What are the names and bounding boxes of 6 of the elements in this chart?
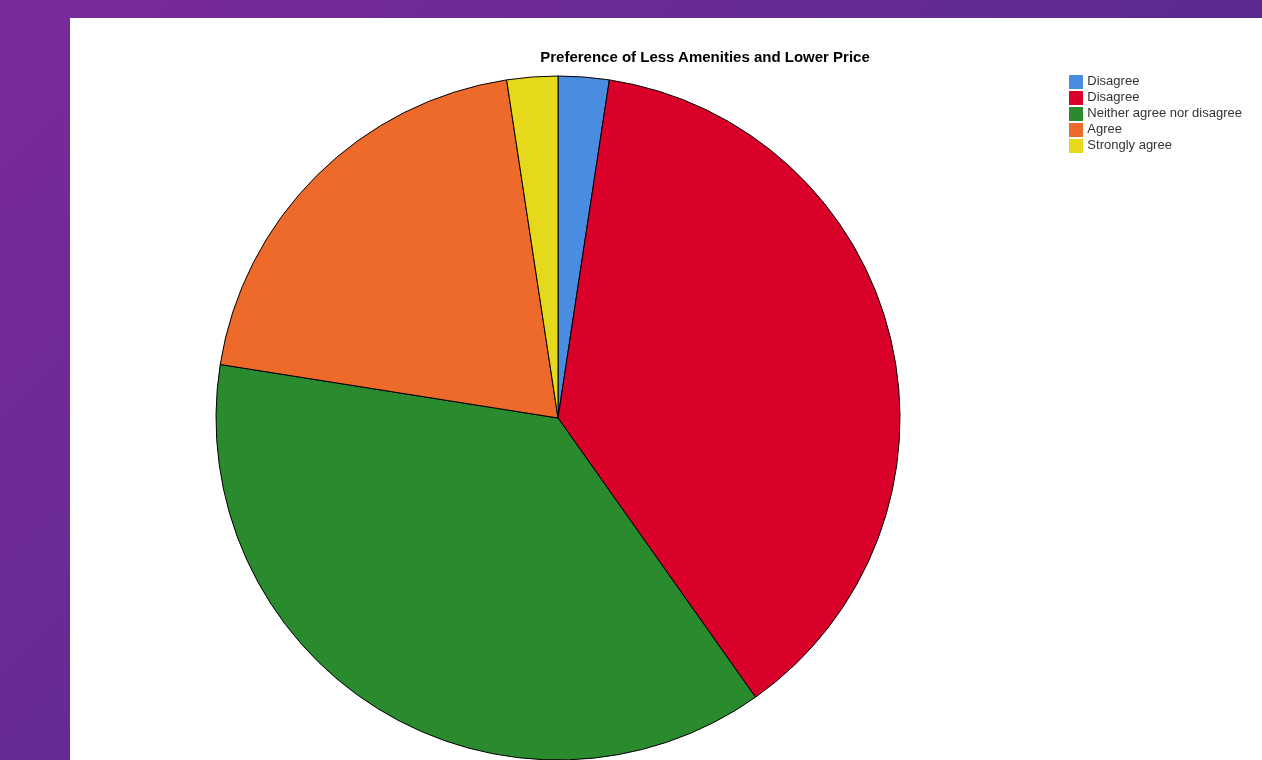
legend-label: Disagree — [1087, 73, 1140, 88]
chart-title: Preference of Less Amenities and Lower Price — [540, 48, 870, 65]
legend-label: Disagree — [1087, 89, 1140, 104]
legend-label: Agree — [1087, 121, 1123, 136]
legend-label: Neither agree nor disagree — [1087, 105, 1242, 120]
legend-label: Strongly agree — [1087, 137, 1172, 152]
